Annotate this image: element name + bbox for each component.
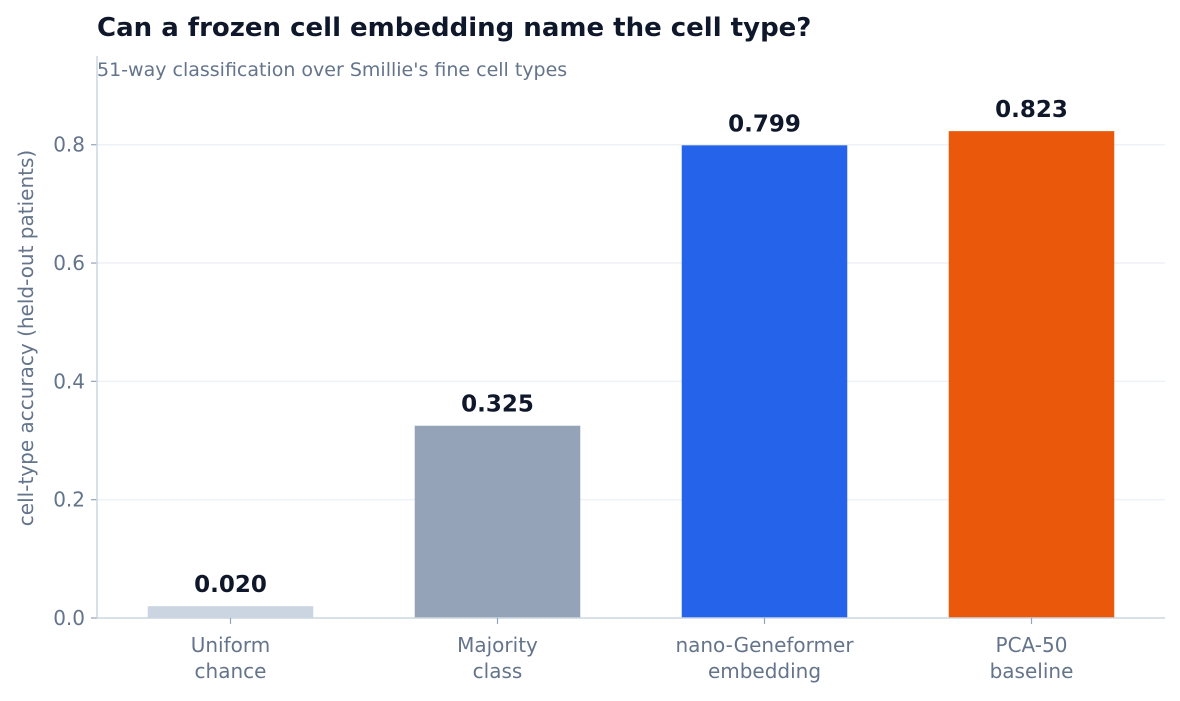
axes: 0.0 0.2 0.4 0.6 0.8 Uniform chance Majority clas… [53,56,1165,683]
y-tick-label: 0.2 [53,488,85,512]
y-axis-label: cell-type accuracy (held-out patients) [14,150,38,526]
y-tick-label: 0.8 [53,133,85,157]
bars [147,131,1115,618]
y-tick-label: 0.6 [53,251,85,275]
bar [681,145,848,618]
x-tick-label-line: chance [195,659,267,683]
bar [414,425,581,618]
data-label: 0.020 [194,572,267,598]
x-tick-label: nano-Geneformer embedding [675,633,854,683]
x-tick-label-line: Uniform [191,633,271,657]
data-labels: 0.020 0.325 0.799 0.823 [194,97,1068,598]
y-tick-label: 0.0 [53,606,85,630]
data-label: 0.823 [995,97,1068,123]
x-tick-label-line: embedding [708,659,821,683]
x-tick-label-line: Majority [457,633,538,657]
data-label: 0.325 [461,392,534,418]
x-tick-label-line: baseline [990,659,1074,683]
chart-title: Can a frozen cell embedding name the cel… [97,13,811,43]
data-label: 0.799 [728,111,801,137]
chart-subtitle: 51-way classification over Smillie's fin… [97,59,567,81]
x-tick-label-line: class [473,659,523,683]
x-tick-label: PCA-50 baseline [990,633,1074,683]
x-tick-label-line: PCA-50 [996,633,1068,657]
x-tick-label: Uniform chance [191,633,271,683]
bar [147,606,314,618]
x-tick-label: Majority class [457,633,538,683]
bar [948,131,1115,618]
x-tick-label-line: nano-Geneformer [675,633,854,657]
y-tick-label: 0.4 [53,369,85,393]
